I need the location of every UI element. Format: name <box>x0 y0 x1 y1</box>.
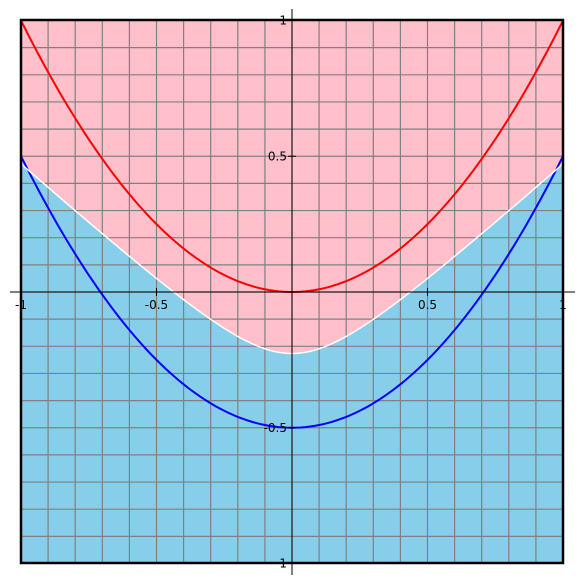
x-tick-label: 0.5 <box>418 298 437 312</box>
y-tick-label: -0.5 <box>264 421 287 435</box>
x-tick-label: -0.5 <box>145 298 168 312</box>
y-tick-label: 0.5 <box>268 149 287 163</box>
plot-frame <box>19 18 565 565</box>
